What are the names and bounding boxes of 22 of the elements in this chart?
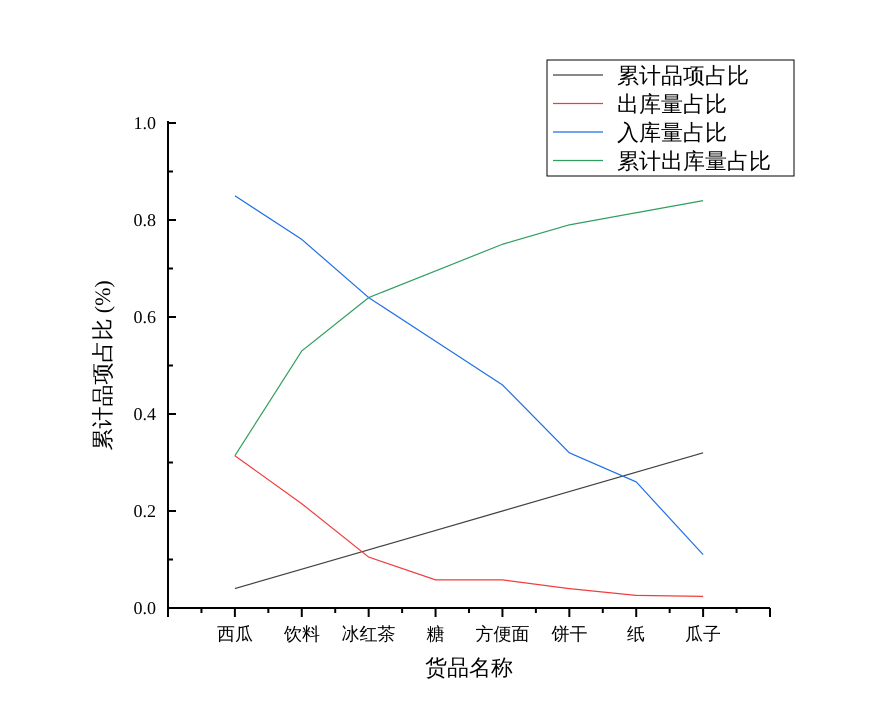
legend-label: 累计出库量占比: [617, 148, 771, 174]
legend-label: 累计品项占比: [617, 63, 749, 88]
y-tick-label: 0.4: [134, 404, 156, 424]
y-tick-label: 0.8: [134, 210, 156, 230]
x-tick-label: 饮料: [282, 624, 320, 644]
x-tick-label: 饼干: [550, 624, 588, 644]
y-tick-label: 0.6: [134, 307, 156, 327]
y-tick-label: 1.0: [134, 113, 156, 133]
x-tick-label: 糖: [426, 624, 445, 644]
x-tick-label: 方便面: [475, 624, 530, 644]
x-axis-title: 货品名称: [425, 655, 513, 680]
x-tick-label: 西瓜: [216, 624, 253, 644]
legend-label: 入库量占比: [617, 120, 727, 145]
y-tick-label: 0.0: [134, 598, 156, 618]
x-tick-label: 瓜子: [685, 624, 722, 644]
line-series: [234, 195, 704, 556]
y-tick-label: 0.2: [134, 501, 156, 521]
line-series: [234, 200, 704, 456]
x-tick-label: 纸: [627, 624, 646, 644]
legend-label: 出库量占比: [617, 92, 727, 116]
x-tick-label: 冰红茶: [342, 624, 396, 644]
y-axis-title: 累计品项占比 (%): [90, 280, 115, 451]
